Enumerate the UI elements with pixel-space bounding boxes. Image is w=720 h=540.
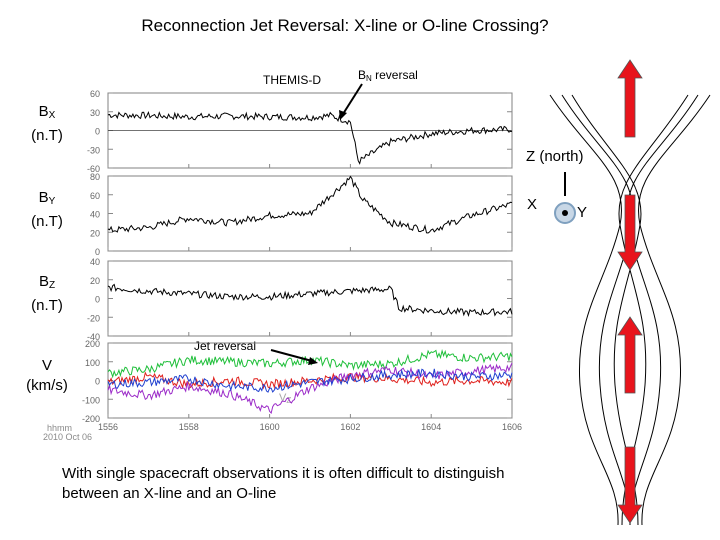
panel-frame-1 [107, 175, 513, 252]
y-tick-label: -20 [87, 313, 100, 323]
y-tick-label: 40 [90, 257, 100, 267]
spacecraft-label: THEMIS-D [263, 73, 321, 87]
y-tick-label: 80 [90, 172, 100, 182]
field-line-2 [561, 94, 634, 526]
series-line-3-3 [107, 368, 513, 393]
chart-title: Reconnection Jet Reversal: X-line or O-l… [141, 16, 549, 35]
y-tick-label: 0 [95, 295, 100, 305]
y-tick-label: -60 [87, 164, 100, 174]
y-axis-label: Y [577, 204, 588, 221]
y-tick-label: 30 [90, 108, 100, 118]
field-line-1 [549, 94, 622, 526]
x-tick-label: 1606 [501, 422, 523, 432]
red-arrow-bottom-down [617, 446, 643, 524]
x-tick-label: 1558 [178, 422, 199, 432]
date-label: 2010 Oct 06 [43, 432, 93, 442]
field-line-diagram [549, 59, 711, 526]
caption-note: With single spacecraft observations it i… [62, 465, 505, 502]
x-tick-label: 1556 [97, 422, 119, 432]
y-tick-label: 60 [90, 89, 100, 99]
field-line-3 [638, 94, 711, 526]
y-axis-dot [562, 210, 568, 216]
red-arrow-mid-up [617, 316, 643, 394]
z-north-label: Z (north) [526, 148, 584, 165]
x-tick-label: 1604 [421, 422, 442, 432]
y-tick-label: -30 [87, 145, 100, 155]
red-arrow-mid-down [617, 194, 643, 271]
series-line-3-1 [107, 371, 513, 390]
x-tick-label: 1600 [259, 422, 280, 432]
y-tick-label: 0 [95, 127, 100, 137]
y-tick-label: 40 [90, 210, 100, 220]
jet-reversal-arrowhead [308, 357, 318, 365]
by-panel-label: BY (n.T) [31, 189, 63, 230]
y-tick-label: 60 [90, 191, 100, 201]
jet-reversal-arrow [270, 349, 313, 362]
x-axis-label: X [527, 196, 538, 213]
y-tick-label: 20 [90, 228, 100, 238]
panel-frame-2 [107, 260, 513, 337]
field-line-4 [626, 94, 699, 526]
v-panel-label: V (km/s) [26, 357, 68, 394]
series-line-1-0 [107, 175, 513, 234]
time-row-label: hhmm [47, 423, 73, 433]
y-tick-label: 0 [95, 247, 100, 257]
vz-label: VZ [279, 392, 292, 405]
red-arrow-top-up [617, 59, 643, 138]
y-tick-label: -40 [87, 332, 100, 342]
y-tick-label: 100 [85, 358, 100, 368]
y-tick-label: -200 [82, 414, 100, 424]
bn-reversal-arrow [342, 83, 363, 115]
x-tick-label: 1602 [340, 422, 361, 432]
bn-reversal-label: BN reversal [358, 68, 418, 83]
bz-panel-label: BZ (n.T) [31, 273, 63, 314]
series-line-2-0 [107, 283, 513, 318]
y-tick-label: 0 [95, 377, 100, 387]
series-line-3-2 [107, 362, 513, 415]
series-line-0-0 [107, 110, 513, 165]
bx-panel-label: BX (n.T) [31, 103, 63, 144]
y-tick-label: 200 [85, 339, 100, 349]
y-tick-label: -100 [82, 395, 100, 405]
bn-reversal-arrowhead [339, 110, 347, 120]
y-tick-label: 20 [90, 276, 100, 286]
